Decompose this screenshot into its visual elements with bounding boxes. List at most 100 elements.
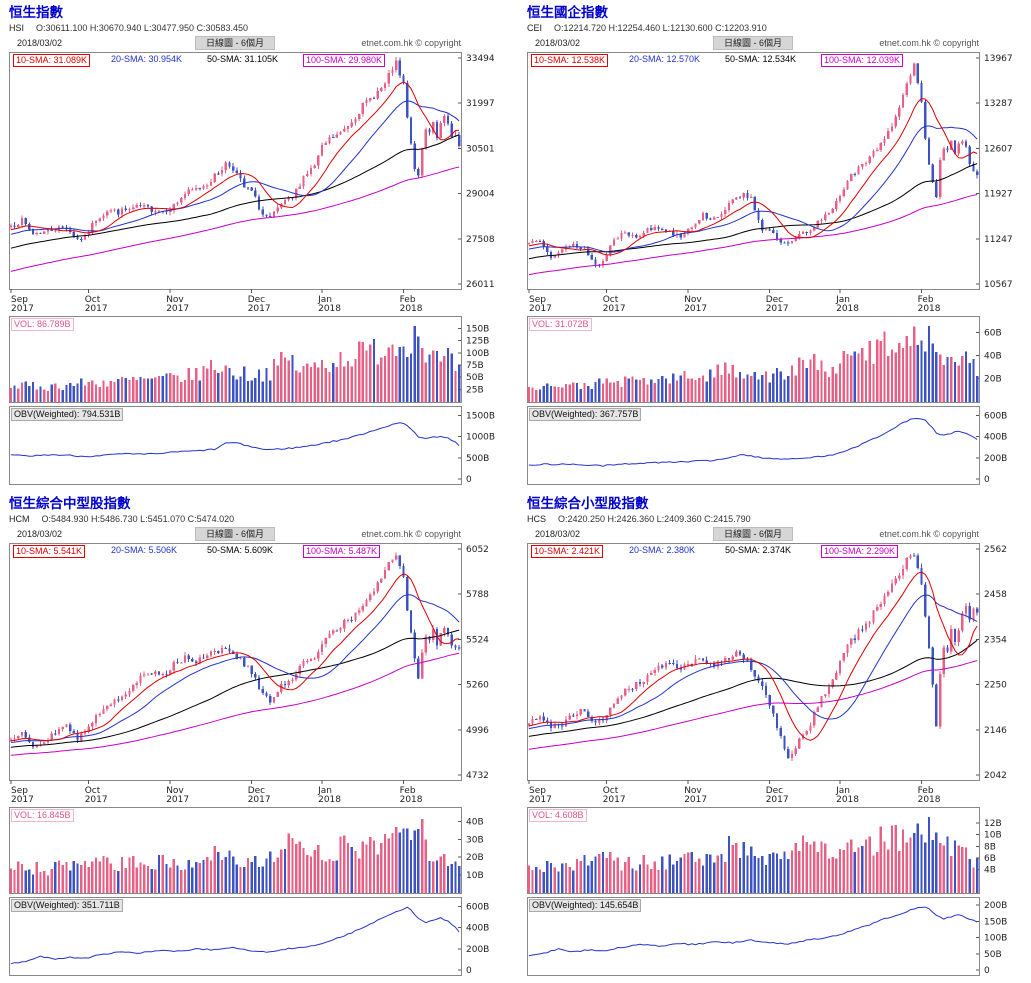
svg-text:125B: 125B [466, 337, 489, 347]
svg-text:4996: 4996 [466, 726, 489, 736]
chart-panel-hcs: 恒生綜合小型股指數 HCS O:2420.250 H:2426.360 L:240… [515, 491, 1030, 982]
volume-plot: 10B 20B 30B 40B [9, 807, 515, 895]
sma10-legend: 10-SMA: 5.541K [13, 545, 86, 558]
svg-text:2017: 2017 [248, 795, 271, 805]
ohlc-values: O:30611.100 H:30670.940 L:30477.950 C:30… [36, 23, 249, 33]
svg-text:2018: 2018 [318, 795, 341, 805]
sma50-legend: 50-SMA: 5.609K [207, 545, 274, 555]
svg-text:Nov: Nov [166, 295, 184, 305]
svg-text:6B: 6B [984, 854, 996, 864]
svg-text:13967: 13967 [984, 54, 1013, 64]
chart-title-link[interactable]: 恒生國企指數 [527, 5, 608, 20]
svg-text:200B: 200B [984, 901, 1007, 911]
chart-title-link[interactable]: 恒生綜合中型股指數 [9, 496, 131, 511]
obv-label: OBV(Weighted): 794.531B [11, 408, 124, 421]
period-selector[interactable]: 日線圖 - 6個月 [712, 527, 794, 541]
period-selector[interactable]: 日線圖 - 6個月 [194, 527, 276, 541]
sma20-legend: 20-SMA: 30.954K [111, 54, 183, 64]
sma50-legend: 50-SMA: 2.374K [725, 545, 792, 555]
svg-text:Jan: Jan [835, 295, 850, 305]
svg-text:33494: 33494 [466, 54, 495, 64]
svg-text:50B: 50B [984, 950, 1002, 960]
sma100-legend: 100-SMA: 12.039K [821, 54, 904, 67]
svg-text:2017: 2017 [603, 795, 626, 805]
svg-text:Dec: Dec [248, 295, 265, 305]
svg-text:Oct: Oct [603, 295, 619, 305]
svg-text:2042: 2042 [984, 771, 1007, 781]
svg-text:5788: 5788 [466, 590, 489, 600]
ohlc-info-row: CEI O:12214.720 H:12254.460 L:12130.600 C… [527, 23, 1030, 33]
volume-label: VOL: 16.845B [11, 809, 74, 822]
svg-text:Sep: Sep [529, 786, 546, 796]
svg-text:4732: 4732 [466, 771, 489, 781]
period-selector[interactable]: 日線圖 - 6個月 [712, 36, 794, 50]
svg-text:27508: 27508 [466, 235, 495, 245]
obv-label: OBV(Weighted): 367.757B [529, 408, 642, 421]
svg-text:Feb: Feb [400, 786, 416, 796]
price-chart[interactable]: 10-SMA: 31.089K 20-SMA: 30.954K 50-SMA: … [9, 52, 515, 314]
svg-text:1500B: 1500B [466, 411, 495, 421]
svg-text:26011: 26011 [466, 280, 495, 290]
svg-text:Jan: Jan [317, 786, 332, 796]
period-selector[interactable]: 日線圖 - 6個月 [194, 36, 276, 50]
chart-panel-cei: 恒生國企指數 CEI O:12214.720 H:12254.460 L:1213… [515, 0, 1030, 491]
chart-title-link[interactable]: 恒生綜合小型股指數 [527, 496, 649, 511]
obv-chart: OBV(Weighted): 145.654B 0 50B 100B 150B 200B [527, 897, 1030, 977]
svg-text:2017: 2017 [603, 304, 626, 314]
obv-chart: OBV(Weighted): 367.757B 0 200B 400B 600B [527, 406, 1030, 486]
svg-text:0: 0 [984, 966, 990, 976]
chart-header: 2018/03/02 日線圖 - 6個月 etnet.com.hk © copy… [9, 36, 461, 51]
obv-label: OBV(Weighted): 145.654B [529, 899, 642, 912]
svg-text:2017: 2017 [684, 304, 707, 314]
chart-title-link[interactable]: 恒生指數 [9, 5, 63, 20]
ticker-symbol: HSI [9, 23, 25, 33]
svg-text:29004: 29004 [466, 190, 495, 200]
svg-text:2017: 2017 [11, 795, 34, 805]
svg-text:30501: 30501 [466, 144, 495, 154]
svg-text:25B: 25B [466, 385, 484, 395]
svg-text:100B: 100B [466, 349, 489, 359]
svg-text:Oct: Oct [85, 786, 101, 796]
svg-text:2250: 2250 [984, 681, 1007, 691]
chart-date: 2018/03/02 [17, 38, 63, 48]
svg-text:2017: 2017 [166, 795, 189, 805]
svg-text:0: 0 [466, 475, 472, 485]
volume-plot: 20B 40B 60B [527, 316, 1030, 404]
chart-panel-hcm: 恒生綜合中型股指數 HCM O:5484.930 H:5486.730 L:545… [0, 491, 515, 982]
obv-label: OBV(Weighted): 351.711B [11, 899, 123, 912]
chart-panel-hsi: 恒生指數 HSI O:30611.100 H:30670.940 L:30477.… [0, 0, 515, 491]
svg-text:Oct: Oct [85, 295, 101, 305]
copyright-label: etnet.com.hk © copyright [879, 38, 979, 48]
svg-text:2017: 2017 [248, 304, 271, 314]
svg-text:2018: 2018 [918, 304, 941, 314]
volume-chart: VOL: 16.845B 10B 20B 30B 40B [9, 807, 515, 895]
svg-text:0: 0 [466, 966, 472, 976]
svg-text:0: 0 [984, 475, 990, 485]
svg-text:400B: 400B [466, 924, 489, 934]
svg-text:Dec: Dec [766, 295, 783, 305]
svg-text:100B: 100B [984, 934, 1007, 944]
price-chart[interactable]: 10-SMA: 5.541K 20-SMA: 5.506K 50-SMA: 5.… [9, 543, 515, 805]
copyright-label: etnet.com.hk © copyright [361, 38, 461, 48]
svg-text:11247: 11247 [984, 235, 1013, 245]
sma50-legend: 50-SMA: 31.105K [207, 54, 279, 64]
svg-text:60B: 60B [984, 329, 1002, 339]
chart-header: 2018/03/02 日線圖 - 6個月 etnet.com.hk © copy… [527, 527, 979, 542]
chart-date: 2018/03/02 [535, 529, 581, 539]
svg-text:40B: 40B [984, 352, 1002, 362]
svg-text:Feb: Feb [918, 295, 934, 305]
svg-text:2018: 2018 [318, 304, 341, 314]
svg-text:2017: 2017 [766, 304, 789, 314]
volume-label: VOL: 31.072B [529, 318, 592, 331]
price-chart[interactable]: 10-SMA: 12.538K 20-SMA: 12.570K 50-SMA: … [527, 52, 1030, 314]
chart-header: 2018/03/02 日線圖 - 6個月 etnet.com.hk © copy… [9, 527, 461, 542]
sma20-legend: 20-SMA: 5.506K [111, 545, 178, 555]
copyright-label: etnet.com.hk © copyright [361, 529, 461, 539]
price-chart[interactable]: 10-SMA: 2.421K 20-SMA: 2.380K 50-SMA: 2.… [527, 543, 1030, 805]
svg-text:500B: 500B [466, 454, 489, 464]
svg-text:Jan: Jan [835, 786, 850, 796]
svg-text:Nov: Nov [166, 786, 184, 796]
chart-date: 2018/03/02 [535, 38, 581, 48]
